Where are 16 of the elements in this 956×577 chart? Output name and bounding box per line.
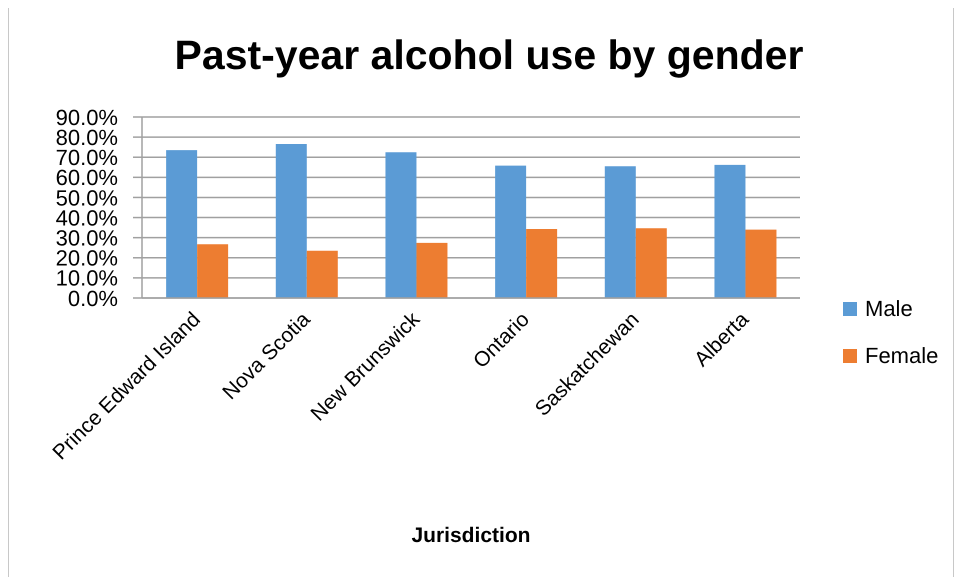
bar (636, 228, 667, 298)
legend-label: Male (865, 296, 913, 322)
bar (306, 250, 338, 298)
bar (197, 244, 228, 298)
bar (416, 242, 448, 298)
bar (276, 144, 307, 298)
bar (166, 150, 198, 298)
bar (604, 166, 636, 298)
chart-title: Past-year alcohol use by gender (174, 32, 804, 78)
bar (745, 230, 776, 298)
bar (526, 229, 558, 298)
bar (714, 164, 746, 298)
bar (495, 166, 526, 298)
x-axis-title: Jurisdiction (411, 524, 531, 547)
bar (385, 152, 416, 298)
legend-label: Female (865, 343, 938, 369)
